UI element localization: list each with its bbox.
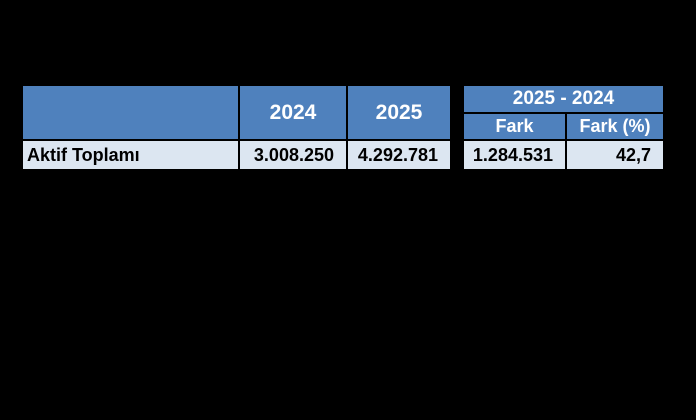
group-header-row: 2025 - 2024: [462, 84, 665, 114]
corner-header-cell: [21, 84, 240, 141]
year-header-2024: 2024: [238, 84, 348, 141]
fark-header: Fark: [462, 112, 567, 141]
value-2024: 3.008.250: [238, 139, 348, 171]
sub-header-row: Fark Fark (%): [462, 112, 665, 141]
comparison-table-right: 2025 - 2024 Fark Fark (%) 1.284.531 42,7: [462, 84, 665, 171]
value-fark: 1.284.531: [462, 139, 567, 171]
comparison-tables: 2024 2025 Aktif Toplamı 3.008.250 4.292.…: [21, 84, 665, 171]
comparison-table-left: 2024 2025 Aktif Toplamı 3.008.250 4.292.…: [21, 84, 452, 171]
group-header-2025-2024: 2025 - 2024: [462, 84, 665, 114]
table-row: 1.284.531 42,7: [462, 139, 665, 171]
left-header-row: 2024 2025: [21, 84, 452, 141]
year-header-2025: 2025: [346, 84, 452, 141]
value-fark-percent: 42,7: [565, 139, 665, 171]
table-row: Aktif Toplamı 3.008.250 4.292.781: [21, 139, 452, 171]
fark-percent-header: Fark (%): [565, 112, 665, 141]
row-label-aktif-toplami: Aktif Toplamı: [21, 139, 240, 171]
value-2025: 4.292.781: [346, 139, 452, 171]
